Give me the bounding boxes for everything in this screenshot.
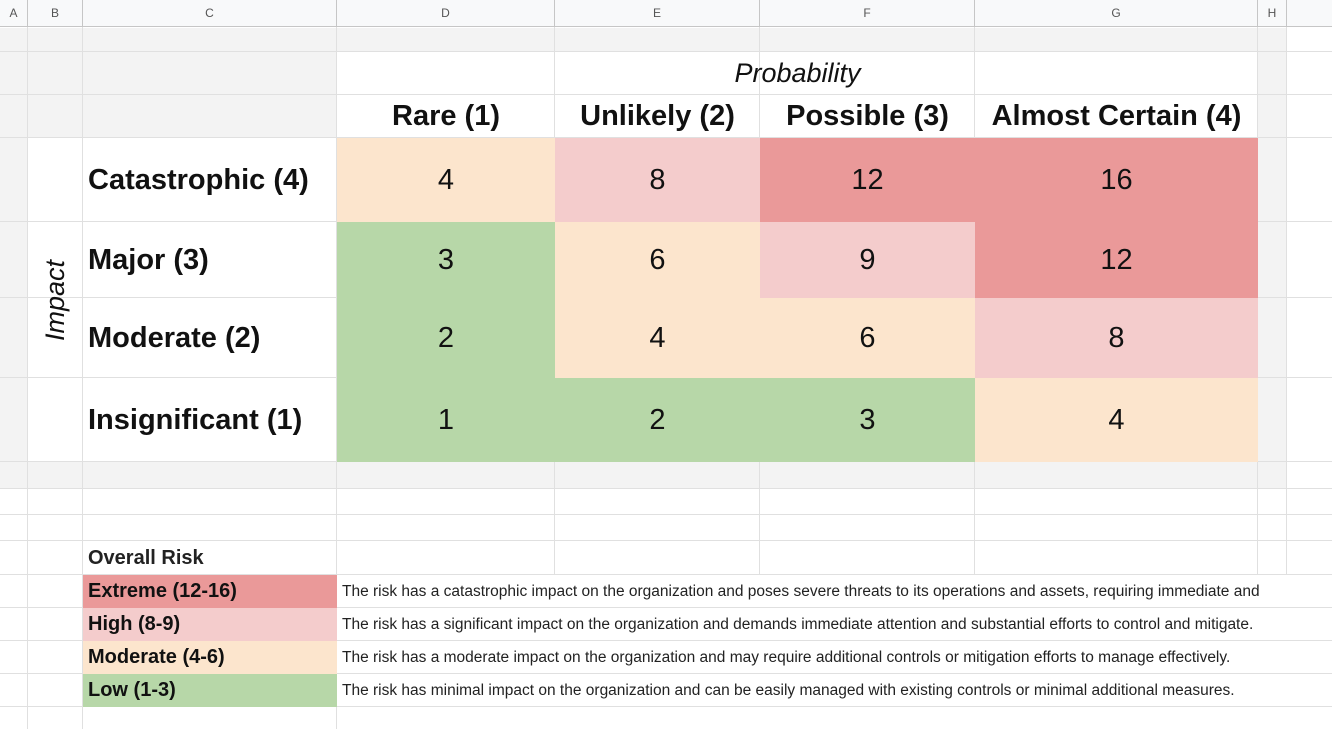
col-header-unlikely: Unlikely (2): [580, 100, 735, 132]
matrix-cell[interactable]: 8: [975, 298, 1258, 378]
matrix-cell[interactable]: 2: [555, 378, 760, 462]
column-letter: E: [652, 6, 661, 20]
probability-title: Probability: [734, 57, 861, 88]
column-header-c[interactable]: C: [83, 0, 337, 27]
legend-desc-extreme[interactable]: The risk has a catastrophic impact on th…: [342, 582, 1260, 600]
column-header-i[interactable]: [1287, 0, 1332, 27]
row-header-moderate: Moderate (2): [88, 321, 261, 354]
col-header-possible: Possible (3): [786, 100, 949, 132]
column-header-e[interactable]: E: [555, 0, 760, 27]
column-letter: F: [863, 6, 871, 20]
legend-title: Overall Risk: [88, 546, 204, 569]
row-header-insignificant: Insignificant (1): [88, 403, 303, 436]
column-header-g[interactable]: G: [975, 0, 1258, 27]
matrix-cell[interactable]: 16: [975, 138, 1258, 222]
matrix-cell[interactable]: 3: [760, 378, 975, 462]
probability-header-area: [337, 52, 1258, 138]
col-header-almost-certain: Almost Certain (4): [991, 100, 1242, 132]
legend-label-low[interactable]: Low (1-3): [83, 674, 337, 707]
column-letter: B: [50, 6, 59, 20]
matrix-cell[interactable]: 12: [975, 222, 1258, 298]
column-header-h[interactable]: H: [1258, 0, 1287, 27]
matrix-cell[interactable]: 6: [555, 222, 760, 298]
impact-label-cell: Impact: [28, 138, 83, 462]
matrix-cell[interactable]: 4: [337, 138, 555, 222]
column-letter: G: [1111, 6, 1121, 20]
column-header-d[interactable]: D: [337, 0, 555, 27]
matrix-cell[interactable]: 12: [760, 138, 975, 222]
legend-desc-low[interactable]: The risk has minimal impact on the organ…: [342, 681, 1235, 699]
legend-desc-high[interactable]: The risk has a significant impact on the…: [342, 615, 1254, 633]
impact-title: Impact: [40, 259, 70, 341]
column-letter: H: [1267, 6, 1277, 20]
legend-desc-moderate[interactable]: The risk has a moderate impact on the or…: [342, 648, 1231, 666]
row-header-catastrophic: Catastrophic (4): [88, 163, 309, 196]
column-letter: D: [441, 6, 450, 20]
legend-label-high[interactable]: High (8-9): [83, 608, 337, 641]
matrix-cell[interactable]: 4: [555, 298, 760, 378]
matrix-cell[interactable]: 8: [555, 138, 760, 222]
matrix-cell[interactable]: 4: [975, 378, 1258, 462]
impact-label-area: [28, 138, 83, 462]
matrix-cell[interactable]: 2: [337, 298, 555, 378]
col-header-rare: Rare (1): [392, 100, 500, 132]
matrix-cell[interactable]: 1: [337, 378, 555, 462]
matrix-cell[interactable]: 9: [760, 222, 975, 298]
column-letter: C: [205, 6, 214, 20]
row-header-major: Major (3): [88, 243, 209, 276]
legend-label-moderate[interactable]: Moderate (4-6): [83, 641, 337, 674]
matrix-cell[interactable]: 6: [760, 298, 975, 378]
column-letter: A: [9, 6, 18, 20]
matrix-cell[interactable]: 3: [337, 222, 555, 298]
row-header-area: [83, 138, 337, 462]
column-header-a[interactable]: A: [0, 0, 28, 27]
column-header-b[interactable]: B: [28, 0, 83, 27]
legend-label-extreme[interactable]: Extreme (12-16): [83, 575, 337, 608]
column-header-f[interactable]: F: [760, 0, 975, 27]
